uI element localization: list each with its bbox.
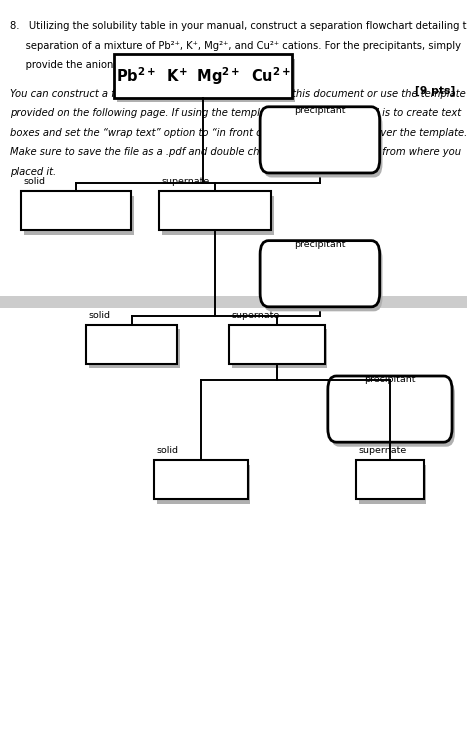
FancyBboxPatch shape bbox=[159, 191, 271, 230]
Text: $\mathbf{Pb^{2+}}$  $\mathbf{K^{+}}$  $\mathbf{Mg^{2+}}$  $\mathbf{Cu^{2+}}$: $\mathbf{Pb^{2+}}$ $\mathbf{K^{+}}$ $\ma… bbox=[115, 65, 291, 86]
FancyBboxPatch shape bbox=[356, 460, 424, 499]
FancyBboxPatch shape bbox=[117, 59, 295, 102]
Text: supernate: supernate bbox=[231, 311, 279, 320]
Text: precipitant: precipitant bbox=[364, 375, 416, 384]
Text: precipitant: precipitant bbox=[294, 106, 346, 115]
Text: supernate: supernate bbox=[358, 446, 406, 455]
Text: separation of a mixture of Pb²⁺, K⁺, Mg²⁺, and Cu²⁺ cations. For the precipitant: separation of a mixture of Pb²⁺, K⁺, Mg²… bbox=[10, 41, 461, 50]
FancyBboxPatch shape bbox=[260, 241, 380, 307]
FancyBboxPatch shape bbox=[157, 465, 250, 504]
Bar bbox=[0, 296, 467, 308]
FancyBboxPatch shape bbox=[86, 325, 177, 364]
FancyBboxPatch shape bbox=[114, 54, 292, 98]
FancyBboxPatch shape bbox=[328, 376, 452, 442]
Text: provided on the following page. If using the template, the easiest method is to : provided on the following page. If using… bbox=[10, 108, 461, 118]
FancyBboxPatch shape bbox=[229, 325, 325, 364]
FancyBboxPatch shape bbox=[263, 111, 382, 177]
Text: solid: solid bbox=[89, 311, 111, 320]
Text: [9 pts]: [9 pts] bbox=[415, 86, 455, 96]
FancyBboxPatch shape bbox=[260, 107, 380, 173]
Text: boxes and set the “wrap text” option to “in front of text” and drag them over th: boxes and set the “wrap text” option to … bbox=[10, 128, 467, 138]
FancyBboxPatch shape bbox=[24, 196, 134, 235]
FancyBboxPatch shape bbox=[154, 460, 248, 499]
Text: Make sure to save the file as a .pdf and double check that nothing moved from wh: Make sure to save the file as a .pdf and… bbox=[10, 147, 461, 157]
FancyBboxPatch shape bbox=[359, 465, 426, 504]
FancyBboxPatch shape bbox=[89, 329, 180, 368]
Text: precipitant: precipitant bbox=[294, 240, 346, 249]
Text: solid: solid bbox=[156, 446, 178, 455]
FancyBboxPatch shape bbox=[162, 196, 274, 235]
FancyBboxPatch shape bbox=[21, 191, 131, 230]
Text: solid: solid bbox=[23, 177, 45, 186]
Text: supernate: supernate bbox=[161, 177, 209, 186]
Text: You can construct a flowchart by hand and transfer it to this document or use th: You can construct a flowchart by hand an… bbox=[10, 89, 466, 99]
Text: placed it.: placed it. bbox=[10, 167, 57, 177]
FancyBboxPatch shape bbox=[331, 381, 455, 447]
FancyBboxPatch shape bbox=[263, 245, 382, 311]
FancyBboxPatch shape bbox=[232, 329, 327, 368]
Text: provide the anion required.: provide the anion required. bbox=[10, 60, 162, 70]
Text: 8.   Utilizing the solubility table in your manual, construct a separation flowc: 8. Utilizing the solubility table in you… bbox=[10, 21, 467, 31]
